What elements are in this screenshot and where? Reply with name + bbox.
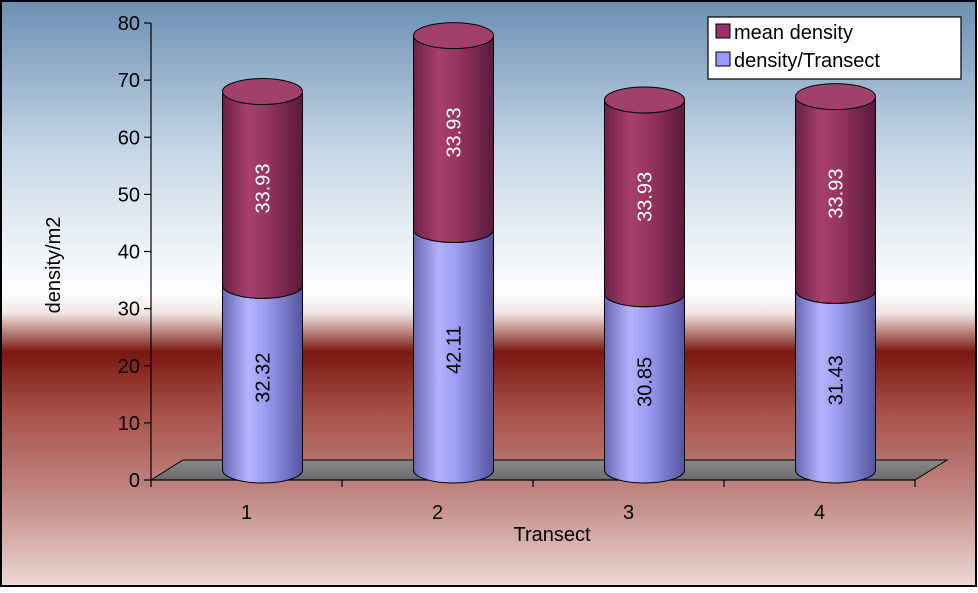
bar-body [222,91,303,299]
data-label: 33.93 [253,163,275,213]
x-tick-label: 2 [432,502,443,524]
x-tick-label: 1 [241,502,252,524]
y-tick-label: 40 [118,242,140,264]
bar-body [604,99,685,308]
legend-label: density/Transect [734,50,880,72]
data-label: 33.93 [635,172,657,222]
axis-layer: 0 10 20 30 40 50 60 70 80 1 2 3 4 [118,13,916,524]
bar-body [604,293,685,484]
y-tick-label: 10 [118,413,140,435]
data-label: 33.93 [444,108,466,158]
y-tick-label: 80 [118,13,140,35]
x-tick-label: 3 [623,502,634,524]
bar-segment: 31.43 [795,276,876,484]
y-tick-label: 50 [118,184,140,206]
x-tick-label: 4 [814,502,825,524]
bar-segment: 33.93 [795,83,876,304]
y-tick-label: 60 [118,127,140,149]
bar-cap [604,86,685,114]
bar-cap [413,22,494,50]
bar-cap [795,83,876,111]
bar-cap [222,78,303,106]
bar-body [795,96,876,304]
bar-segment: 33.93 [413,22,494,243]
data-label: 33.93 [826,169,848,219]
bars-layer: 32.32 33.93 42.11 33.93 30.85 33.93 31.43 33.93 [222,22,876,484]
legend-box [707,16,962,80]
data-label: 30.85 [635,357,657,407]
y-tick-label: 30 [118,299,140,321]
legend-swatch [715,23,731,39]
x-axis-title: Transect [513,524,591,546]
bar-segment: 32.32 [222,271,303,484]
bar-body [413,35,494,243]
bar-segment: 33.93 [222,78,303,299]
bar-body [413,228,494,484]
data-label: 31.43 [826,355,848,405]
legend: mean density density/Transect [707,16,962,80]
y-tick-label: 70 [118,70,140,92]
bar-segment: 42.11 [413,215,494,484]
bar-body [222,284,303,484]
y-tick-label: 20 [118,356,140,378]
bar-segment: 33.93 [604,86,685,308]
legend-swatch [715,51,731,67]
data-label: 32.32 [253,353,275,403]
data-label: 42.11 [444,325,466,374]
bar-body [795,289,876,484]
legend-label: mean density [734,22,853,44]
bar-segment: 30.85 [604,280,685,484]
y-tick-label: 0 [129,470,140,492]
y-axis-title: density/m2 [43,217,65,314]
